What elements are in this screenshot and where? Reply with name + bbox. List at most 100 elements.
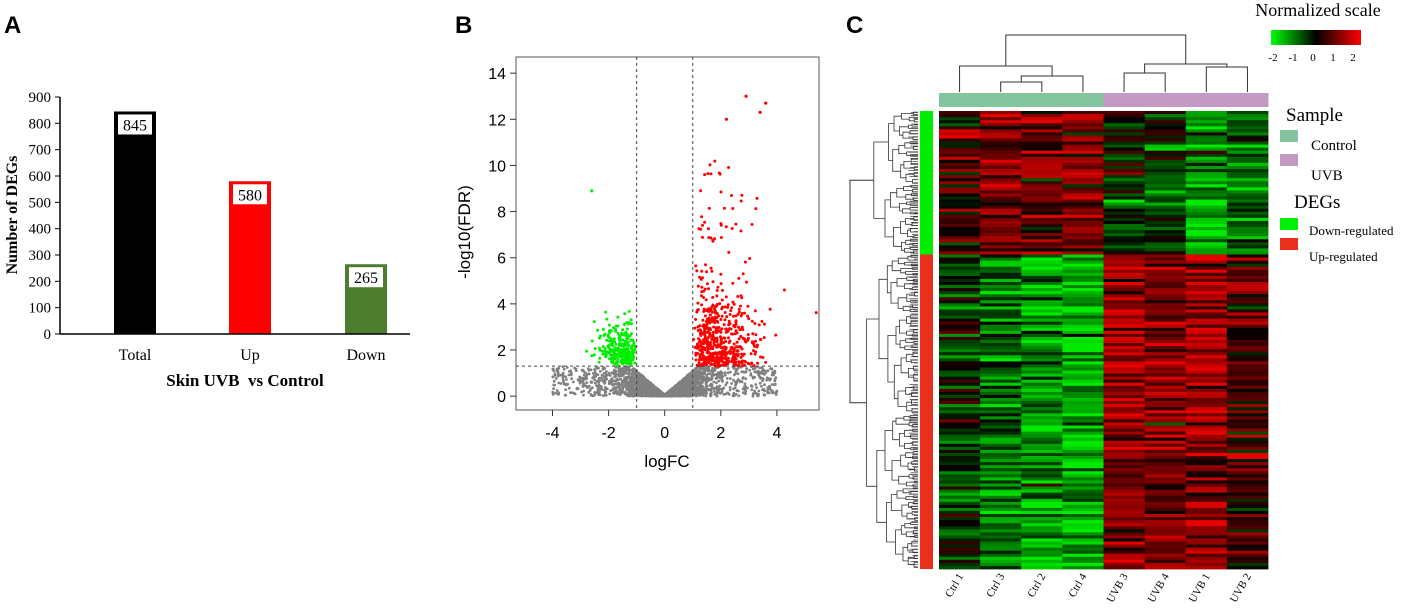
point-up [719, 223, 723, 227]
point-nonsig [712, 387, 716, 391]
heatmap-cell [1021, 288, 1063, 292]
heatmap-cell [939, 156, 981, 161]
scale-tick-label: 2 [1350, 52, 1356, 64]
point-nonsig [715, 385, 719, 389]
point-down [624, 352, 628, 356]
point-nonsig [720, 390, 724, 394]
heatmap-cell [1226, 123, 1269, 127]
point-down [592, 320, 596, 324]
heatmap-cell [1103, 144, 1146, 149]
heatmap-cell [939, 172, 981, 176]
heatmap-cell [939, 135, 981, 139]
point-nonsig [705, 377, 708, 381]
heatmap-cell [1062, 275, 1104, 280]
heatmap-cell [1144, 123, 1187, 127]
point-nonsig [632, 394, 635, 398]
point-up [720, 298, 724, 302]
point-up [697, 361, 701, 365]
point-nonsig [603, 391, 607, 394]
scale-tick-label: -1 [1288, 52, 1297, 64]
point-nonsig [774, 393, 778, 396]
heatmap-cell [1226, 263, 1269, 268]
heatmap-cell [939, 239, 981, 243]
heatmap-cell [1103, 156, 1146, 161]
point-up [703, 330, 707, 334]
point-up [732, 302, 736, 306]
point-nonsig [688, 373, 691, 377]
point-up [709, 172, 713, 176]
heatmap-cell [1062, 291, 1104, 295]
heatmap-cell [1226, 266, 1269, 271]
heatmap-cell [939, 220, 981, 225]
heatmap-cell [980, 303, 1022, 307]
heatmap-cell [980, 266, 1022, 271]
row-dendrogram-link [900, 221, 908, 234]
point-nonsig [754, 383, 758, 386]
heatmap-cell [1185, 141, 1228, 145]
point-nonsig [700, 387, 704, 391]
point-up [741, 353, 745, 357]
point-up [699, 294, 703, 298]
point-up [700, 348, 704, 352]
point-up [701, 318, 705, 322]
row-dendrogram-link [895, 529, 903, 555]
heatmap-cell [1185, 123, 1228, 127]
heatmap-cell [1144, 114, 1187, 118]
point-nonsig [751, 376, 755, 380]
y-tick-label: 100 [29, 301, 52, 317]
heatmap-cell [1144, 193, 1187, 197]
heatmap-cell [1144, 190, 1187, 194]
point-nonsig [600, 373, 604, 377]
scale-tick-label: -2 [1268, 52, 1277, 64]
heatmap-cell [1103, 236, 1146, 240]
heatmap-cell [980, 257, 1022, 262]
heatmap-cell [980, 123, 1022, 127]
point-nonsig [564, 375, 568, 379]
heatmap-cell [939, 217, 981, 222]
point-nonsig [570, 391, 574, 394]
deg-annotation-bar [920, 111, 933, 570]
heatmap-cell [1185, 257, 1228, 262]
heatmap-cell [1103, 248, 1146, 252]
heatmap-cell [980, 211, 1022, 216]
point-up [739, 334, 743, 338]
point-nonsig [732, 394, 736, 398]
point-down [610, 349, 614, 353]
point-nonsig [621, 386, 625, 390]
heatmap-cell [939, 165, 981, 170]
point-nonsig [773, 379, 777, 383]
point-up [715, 311, 719, 315]
heatmap-cell [939, 196, 981, 200]
heatmap-cell [1062, 199, 1104, 203]
scale-tick-label: 0 [1310, 52, 1316, 64]
heatmap-cell [1062, 141, 1104, 145]
point-nonsig [759, 377, 762, 380]
point-up [713, 159, 717, 163]
heatmap-cell [1062, 172, 1104, 176]
point-nonsig [620, 374, 624, 377]
point-nonsig [617, 381, 621, 385]
heatmap-cell [1021, 199, 1063, 203]
point-nonsig [734, 392, 738, 396]
point-up [718, 302, 722, 306]
point-nonsig [678, 381, 682, 385]
point-nonsig [697, 386, 700, 390]
heatmap-cell [1103, 129, 1146, 133]
point-up [727, 341, 731, 344]
heatmap-cell [980, 184, 1022, 188]
point-up [768, 307, 772, 311]
point-up [737, 337, 741, 341]
point-nonsig [672, 389, 676, 393]
point-nonsig [589, 387, 592, 391]
row-dendrogram-link [896, 278, 907, 287]
point-up [754, 350, 758, 354]
heatmap-cell [1185, 220, 1228, 225]
heatmap-cell [939, 175, 981, 179]
heatmap-cell [1103, 291, 1146, 295]
row-dendrogram-link [897, 297, 907, 309]
point-up [701, 276, 704, 280]
point-down [614, 324, 618, 328]
heatmap-cell [1144, 202, 1187, 207]
heatmap-cell [980, 111, 1022, 115]
heatmap-cell [1226, 211, 1269, 216]
